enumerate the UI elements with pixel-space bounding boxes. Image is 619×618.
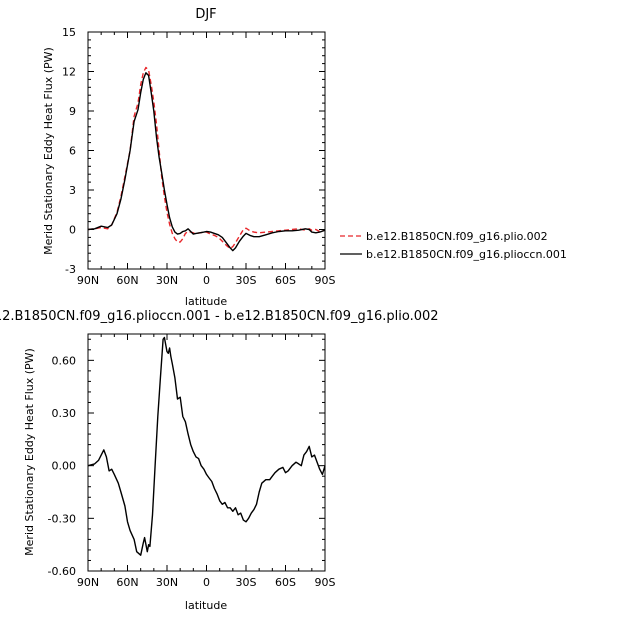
bottom-y-tick-label: 0.60	[52, 354, 77, 367]
legend-label-plio-002: b.e12.B1850CN.f09_g16.plio.002	[366, 230, 548, 243]
top-y-tick-label: 12	[62, 66, 76, 79]
top-y-tick-label: 15	[62, 26, 76, 39]
bottom-x-axis-label: latitude	[185, 599, 227, 612]
top-x-tick-label: 30N	[156, 274, 178, 287]
bottom-x-tick-label: 90S	[315, 576, 336, 589]
bottom-panel: b.e12.B1850CN.f09_g16.plioccn.001 - b.e1…	[0, 309, 439, 612]
bottom-y-tick-label: 0.00	[52, 460, 77, 473]
bottom-series-line-1	[87, 336, 326, 556]
bottom-x-tick-label: 30N	[156, 576, 178, 589]
top-y-tick-label: 3	[69, 184, 76, 197]
top-x-tick-label: 60S	[275, 274, 296, 287]
top-panel: DJF 90N 60N 30N 0 30S 60S 90S -3 0 3 6 9 12 15 latitu…	[42, 7, 336, 308]
bottom-y-axis-label: Merid Stationary Eddy Heat Flux (PW)	[23, 348, 36, 556]
bottom-y-tick-label: -0.30	[48, 512, 76, 525]
bottom-chart-title: b.e12.B1850CN.f09_g16.plioccn.001 - b.e1…	[0, 309, 439, 324]
bottom-y-tick-label: 0.30	[52, 407, 77, 420]
top-x-tick-label: 30S	[236, 274, 257, 287]
top-y-tick-label: 0	[69, 224, 76, 237]
bottom-x-tick-label: 0	[203, 576, 210, 589]
top-chart-title: DJF	[195, 7, 216, 22]
legend: b.e12.B1850CN.f09_g16.plio.002 b.e12.B18…	[340, 230, 567, 261]
top-x-axis-label: latitude	[185, 295, 227, 308]
bottom-x-tick-label: 60N	[116, 576, 138, 589]
legend-label-plioccn-001: b.e12.B1850CN.f09_g16.plioccn.001	[366, 248, 567, 261]
bottom-x-tick-label: 90N	[77, 576, 99, 589]
top-plot-frame	[87, 31, 326, 270]
top-series-line-2	[87, 72, 326, 252]
bottom-x-tick-label: 30S	[236, 576, 257, 589]
top-y-tick-label: 6	[69, 145, 76, 158]
top-y-tick-label: -3	[65, 263, 76, 276]
top-series-line-1	[87, 66, 326, 250]
top-x-tick-label: 90S	[315, 274, 336, 287]
bottom-y-tick-label: -0.60	[48, 565, 76, 578]
top-x-tick-label: 90N	[77, 274, 99, 287]
top-y-axis-label: Merid Stationary Eddy Heat Flux (PW)	[42, 47, 55, 255]
top-x-tick-label: 60N	[116, 274, 138, 287]
top-y-tick-label: 9	[69, 105, 76, 118]
bottom-plot-frame	[87, 333, 326, 572]
top-x-tick-label: 0	[203, 274, 210, 287]
bottom-x-tick-label: 60S	[275, 576, 296, 589]
